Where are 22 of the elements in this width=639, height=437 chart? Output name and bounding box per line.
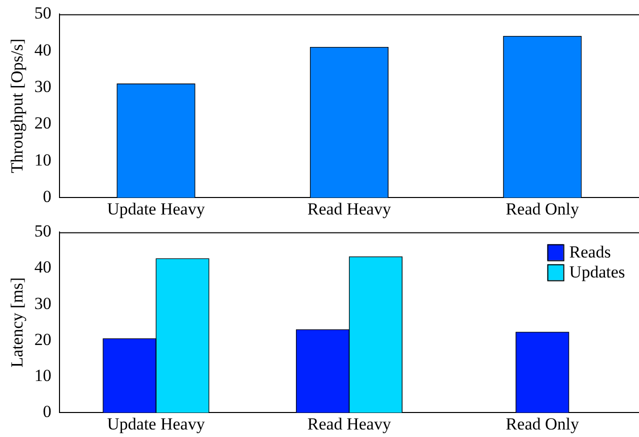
y-tick-label: 20 <box>34 330 52 349</box>
y-tick-label: 20 <box>34 114 52 133</box>
legend-label: Reads <box>569 242 611 262</box>
x-tick-label: Update Heavy <box>107 414 206 434</box>
x-tick-label: Read Heavy <box>307 414 392 434</box>
y-axis-title: Latency [ms] <box>8 277 27 368</box>
x-tick-label: Update Heavy <box>107 199 206 218</box>
y-tick-label: 0 <box>42 402 52 422</box>
x-tick-label: Read Heavy <box>307 199 392 218</box>
y-tick-label: 40 <box>34 40 52 60</box>
y-tick-label: 10 <box>34 366 52 385</box>
y-axis-title: Throughput [Ops/s] <box>8 38 27 174</box>
y-tick-label: 0 <box>42 187 52 206</box>
y-tick-label: 30 <box>34 294 52 313</box>
y-tick-label: 50 <box>34 4 52 23</box>
x-tick-label: Read Only <box>506 199 580 218</box>
y-tick-label: 30 <box>34 77 52 96</box>
y-tick-label: 10 <box>34 150 52 170</box>
y-tick-label: 50 <box>34 222 52 241</box>
y-tick-label: 40 <box>34 258 52 277</box>
legend-label: Updates <box>569 262 626 282</box>
x-tick-label: Read Only <box>506 414 580 434</box>
